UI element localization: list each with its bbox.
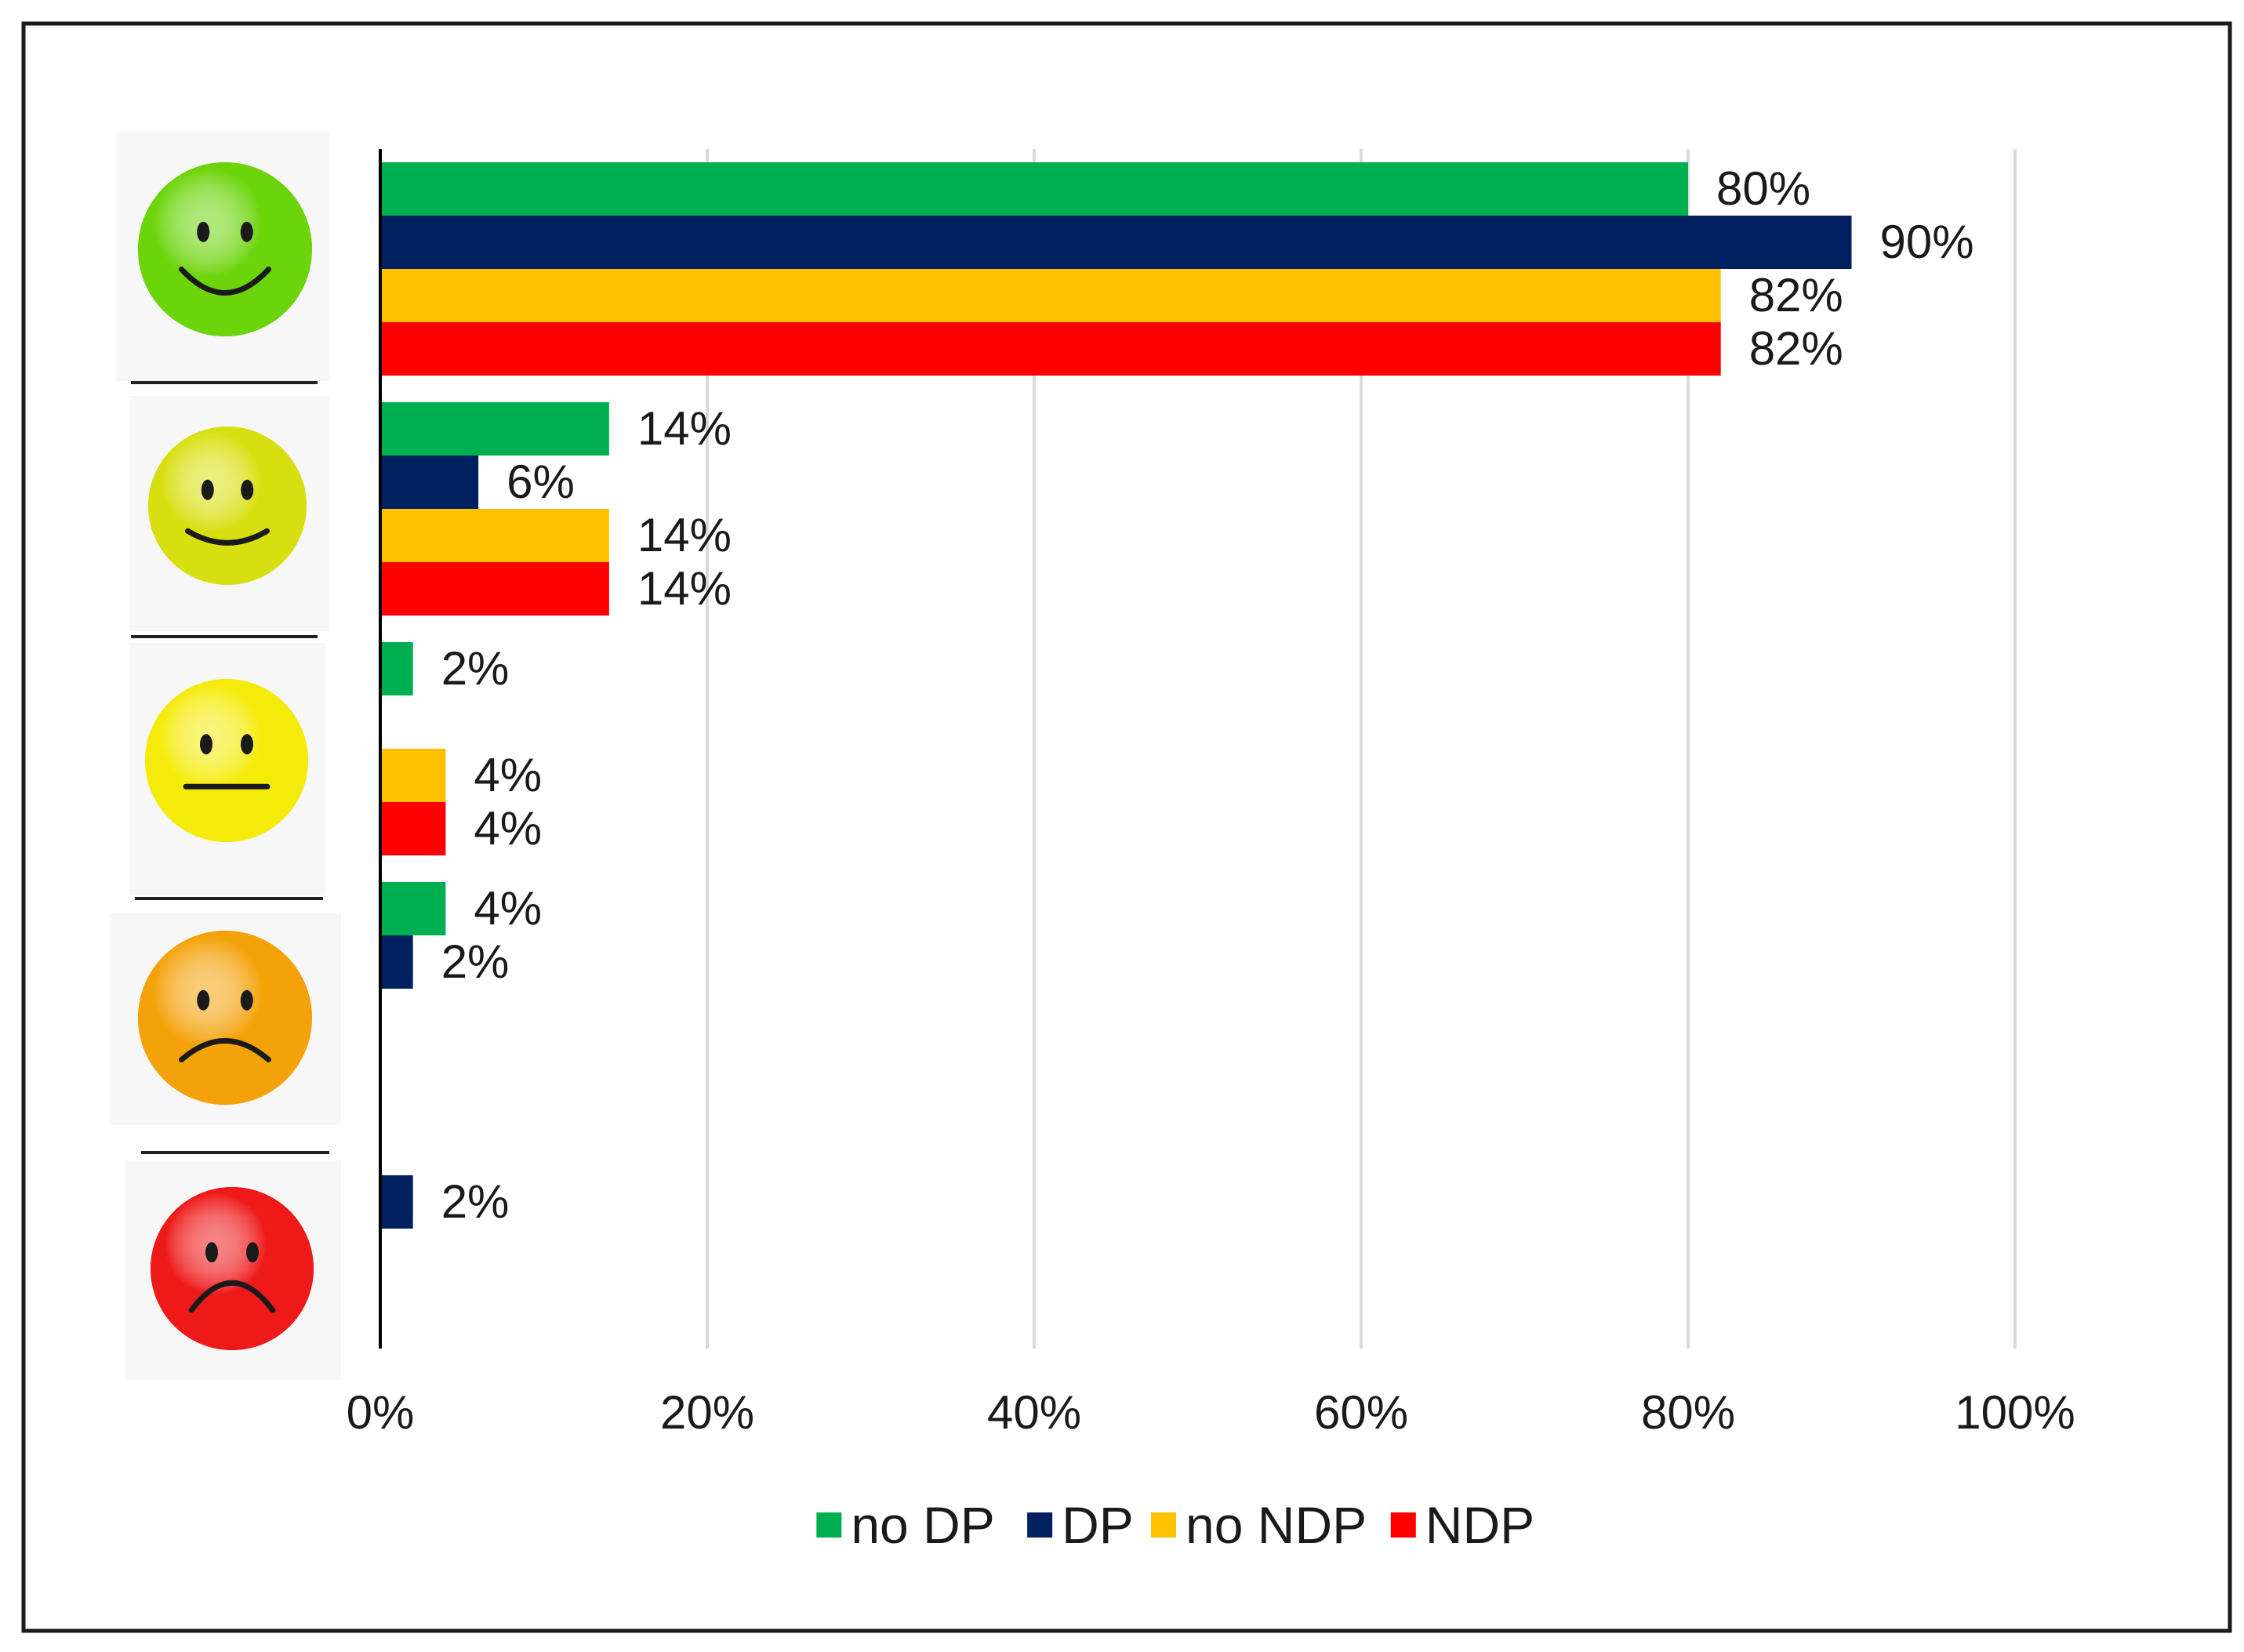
- x-tick-label: 100%: [1955, 1386, 2075, 1439]
- happy-face-icon: [148, 427, 307, 585]
- data-label: 2%: [441, 642, 510, 695]
- legend-item: no NDP: [1151, 1496, 1367, 1554]
- bars: [380, 162, 1852, 1229]
- legend-item: no DP: [816, 1496, 995, 1554]
- legend-item: NDP: [1390, 1496, 1534, 1554]
- bar: [380, 882, 446, 935]
- data-label: 90%: [1880, 216, 1974, 268]
- data-label: 4%: [474, 802, 542, 855]
- x-tick-label: 40%: [987, 1386, 1081, 1439]
- x-axis-tick-labels: 0% 20% 40% 60% 80% 100%: [347, 1386, 2075, 1439]
- data-label: 4%: [474, 882, 542, 935]
- bar: [380, 216, 1852, 269]
- very-happy-face-icon: [138, 162, 312, 336]
- data-label: 14%: [637, 562, 732, 615]
- data-label: 82%: [1749, 322, 1843, 375]
- data-label: 14%: [637, 509, 732, 561]
- legend-swatch: [1390, 1512, 1416, 1538]
- x-tick-label: 0%: [347, 1386, 415, 1439]
- legend-item: DP: [1027, 1496, 1134, 1554]
- x-tick-label: 20%: [660, 1386, 754, 1439]
- bar: [380, 642, 413, 695]
- bar: [380, 749, 446, 802]
- bar: [380, 322, 1721, 376]
- very-sad-face-icon: [151, 1187, 314, 1350]
- bar: [380, 935, 413, 989]
- bar: [380, 456, 479, 509]
- bar: [380, 402, 609, 456]
- data-label: 4%: [474, 749, 542, 801]
- bar: [380, 562, 609, 615]
- legend-label: no DP: [851, 1496, 994, 1554]
- category-icons: [110, 132, 341, 1380]
- data-label: 82%: [1749, 269, 1843, 321]
- legend-label: no NDP: [1186, 1496, 1367, 1554]
- neutral-face-icon: [145, 679, 308, 842]
- data-label: 6%: [507, 456, 575, 508]
- bar: [380, 269, 1721, 322]
- bar: [380, 1175, 413, 1229]
- bar: [380, 509, 609, 562]
- legend-swatch: [1151, 1512, 1177, 1538]
- x-tick-label: 60%: [1314, 1386, 1408, 1439]
- data-labels: 80%90%82%82%14%6%14%14%2%4%4%4%2%2%: [441, 162, 1974, 1228]
- data-label: 2%: [441, 935, 510, 988]
- legend-label: DP: [1062, 1496, 1134, 1554]
- legend: no DP DP no NDP NDP: [816, 1496, 1534, 1554]
- data-label: 80%: [1716, 162, 1810, 215]
- legend-label: NDP: [1425, 1496, 1534, 1554]
- sad-face-icon: [138, 931, 312, 1105]
- bar: [380, 162, 1688, 216]
- bar: [380, 802, 446, 855]
- x-tick-label: 80%: [1641, 1386, 1735, 1439]
- legend-swatch: [816, 1512, 842, 1538]
- legend-swatch: [1027, 1512, 1053, 1538]
- data-label: 14%: [637, 402, 732, 455]
- data-label: 2%: [441, 1175, 510, 1228]
